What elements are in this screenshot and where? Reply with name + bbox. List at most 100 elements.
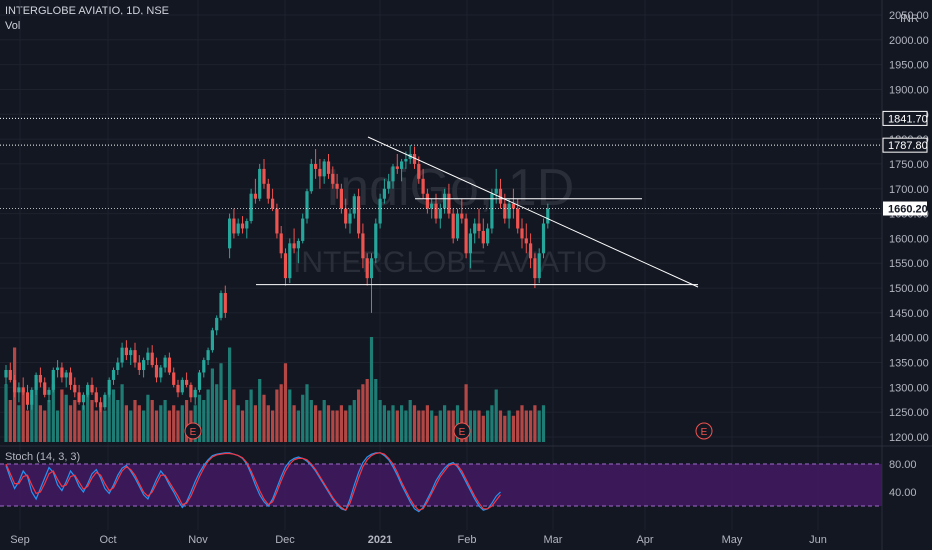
candle-body: [412, 154, 417, 164]
volume-bar: [116, 400, 120, 442]
candle: [473, 218, 477, 244]
volume-bar: [473, 410, 477, 442]
candle-body: [443, 193, 447, 209]
candle-body: [73, 384, 77, 393]
candle: [240, 216, 245, 234]
volume-bar: [107, 394, 111, 442]
candles: [4, 145, 550, 413]
volume-bar: [86, 389, 90, 442]
candle-body: [193, 389, 197, 398]
candle: [232, 208, 236, 239]
candle-body: [400, 161, 404, 169]
candle-body: [120, 347, 124, 363]
candle-body: [240, 223, 245, 229]
candle: [357, 188, 361, 239]
candle-body: [107, 379, 111, 395]
earnings-circle[interactable]: [453, 422, 471, 440]
earnings-marker[interactable]: E: [184, 422, 202, 440]
volume-bar: [348, 405, 352, 442]
candle: [116, 357, 120, 375]
volume-bar: [486, 410, 490, 442]
candle: [25, 384, 30, 410]
volume-bar: [154, 410, 159, 442]
candle: [129, 347, 133, 366]
volume-bar: [451, 410, 455, 442]
volume-bar: [344, 410, 348, 442]
earnings-circle[interactable]: [184, 422, 202, 440]
volume-bar: [172, 405, 176, 442]
candle-body: [245, 221, 249, 229]
price-tick-label: 2000.00: [889, 35, 929, 47]
candle-body: [339, 188, 343, 209]
volume-bar: [417, 410, 421, 442]
candle-body: [434, 203, 438, 219]
candle: [120, 342, 124, 368]
volume-bar: [43, 410, 47, 442]
volume-bar: [374, 379, 378, 442]
price-tag-box: [882, 110, 928, 126]
candle: [516, 198, 520, 234]
volume-bar: [253, 405, 257, 442]
candle: [374, 218, 378, 264]
candle-body: [215, 317, 219, 331]
candle-body: [292, 243, 296, 249]
candle: [107, 377, 111, 398]
volume-bar: [421, 410, 425, 442]
volume-bar: [296, 410, 300, 442]
candle: [13, 374, 17, 398]
earnings-marker[interactable]: E: [453, 422, 471, 440]
candle: [369, 253, 374, 313]
volume-bar: [249, 389, 253, 442]
candle-body: [172, 372, 176, 385]
volume-bar: [4, 384, 8, 442]
candle: [38, 367, 42, 388]
volume-bar: [240, 410, 245, 442]
volume-bar: [124, 405, 128, 442]
candle: [335, 173, 339, 199]
volume-bar: [167, 410, 171, 442]
candle-body: [137, 362, 141, 370]
candle-body: [511, 203, 515, 209]
volume-bar: [271, 410, 275, 442]
candle: [271, 188, 275, 212]
candle-body: [451, 213, 455, 239]
volume-bar: [180, 405, 184, 442]
candle-body: [249, 193, 253, 222]
candle-body: [253, 193, 257, 199]
volume-bar: [197, 394, 202, 442]
candle-body: [154, 365, 159, 378]
stoch-band: [0, 463, 882, 507]
candle-body: [163, 357, 167, 368]
watermark-small: INTERGLOBE AVIATIO: [293, 246, 607, 279]
volume-bar: [210, 368, 214, 442]
volume-bar: [137, 405, 141, 442]
earnings-label: E: [190, 427, 197, 438]
candle-body: [438, 208, 442, 219]
candle: [103, 392, 107, 410]
candle-body: [236, 223, 240, 234]
earnings-marker[interactable]: E: [695, 422, 713, 440]
candle-body: [219, 293, 223, 318]
candle: [425, 188, 429, 214]
volume-bar: [60, 389, 64, 442]
candle: [318, 158, 322, 189]
candle-body: [111, 370, 116, 380]
earnings-circle[interactable]: [695, 422, 713, 440]
volume-bar: [292, 405, 296, 442]
candle-body: [47, 389, 51, 395]
volume-bar: [430, 410, 434, 442]
volume-bar: [17, 405, 21, 442]
descending-trendline: [367, 136, 699, 288]
candle-body: [185, 379, 189, 385]
volume-bar: [215, 384, 219, 442]
candle: [245, 218, 249, 239]
candle: [236, 218, 240, 236]
volume-bar: [331, 410, 335, 442]
volume-bar: [503, 415, 507, 442]
volume-bar: [103, 410, 107, 442]
last-price-tag-label: 1660.20: [888, 204, 928, 216]
candle-body: [103, 394, 107, 408]
candle-body: [90, 384, 94, 393]
